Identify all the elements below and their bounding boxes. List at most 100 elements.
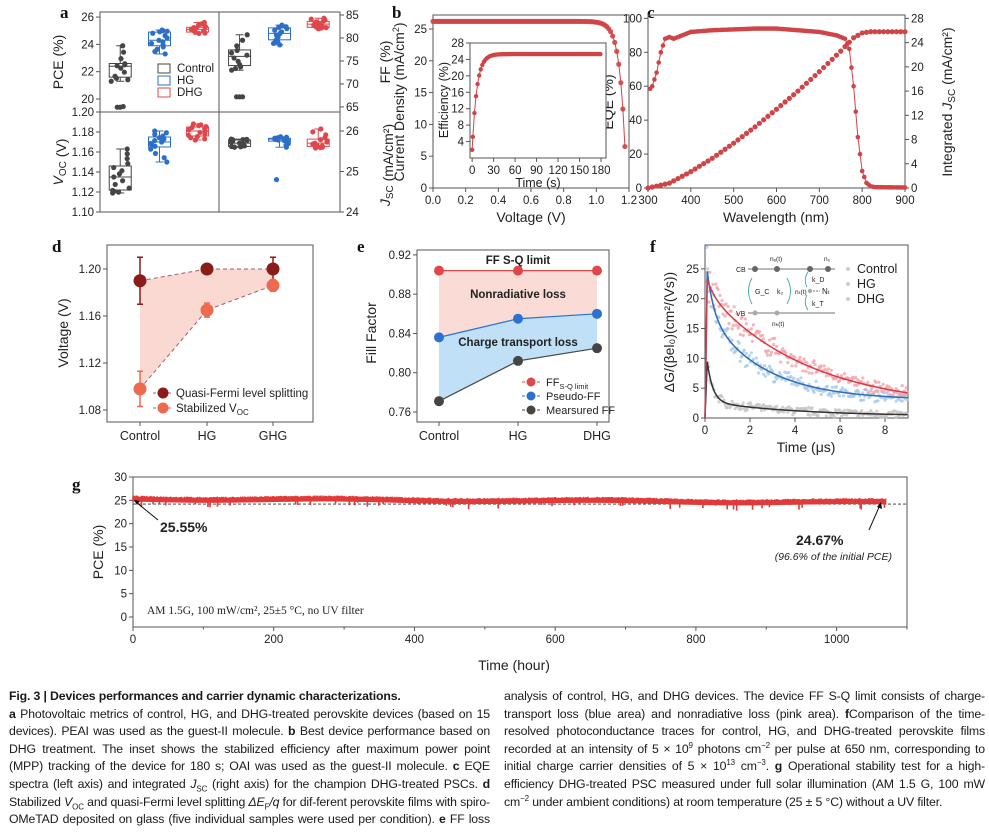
a-pce-hg-point — [156, 37, 162, 43]
f-hg-point — [861, 391, 865, 395]
f-dhg-point — [872, 390, 876, 394]
b-inset-ytick-label: 20 — [451, 71, 464, 83]
f-hg-point — [766, 372, 771, 376]
f-hg-point — [894, 399, 898, 403]
f-control-point — [810, 406, 814, 410]
d-voc-point — [133, 382, 147, 396]
c-jsc-point — [885, 29, 891, 35]
caption-text-b: Best device performance based on DHG tre… — [9, 724, 491, 774]
a-voc-ytick-label: 1.10 — [72, 207, 94, 219]
b-jv-point — [622, 143, 628, 150]
f-dhg-point — [802, 357, 806, 361]
f-dhg-point — [720, 298, 724, 303]
a-ff-hg-point — [278, 29, 285, 35]
a-jsc-control-point — [240, 141, 247, 147]
d-frame — [106, 244, 314, 423]
c-jsc-point — [662, 181, 668, 187]
a-ff-dhg-point — [313, 19, 319, 25]
f-xlabel: Time (μs) — [777, 439, 836, 455]
a-ff-control-point — [234, 43, 240, 49]
c-jsc-point — [743, 130, 750, 136]
f-hg-point — [829, 394, 833, 398]
a-voc-hg-point — [152, 137, 158, 144]
c-jsc-point — [863, 29, 870, 35]
f-hg-point — [754, 356, 759, 360]
caption-text-f1: Comparison of the time-resolved photocon… — [504, 706, 985, 756]
f-dhg-point — [738, 332, 742, 337]
a-voc-dhg-point — [194, 133, 200, 140]
a-ff-hg-point — [283, 24, 289, 30]
a-pce-control-point — [125, 77, 131, 83]
a-ff-hg-point — [272, 27, 278, 33]
f-dhg-point — [757, 330, 762, 334]
f-hg-point — [761, 372, 766, 376]
g-xtick-label: 400 — [405, 634, 424, 646]
f-control-point — [808, 413, 812, 417]
f-dhg-point — [742, 329, 746, 333]
g-annotation-start: 25.55% — [160, 519, 208, 535]
f-dhg-point — [730, 327, 734, 331]
d-voc-line — [139, 284, 274, 390]
c-jsc-point — [855, 32, 861, 38]
c-xlabel: Wavelength (nm) — [723, 209, 829, 225]
e-ytick-label: 0.88 — [389, 289, 411, 301]
f-dhg-point — [801, 369, 805, 373]
c-ytick-label: 0 — [636, 183, 642, 195]
f-control-point — [894, 415, 898, 420]
f-dhg-point — [726, 304, 730, 309]
caption-g-sup: −2 — [520, 793, 529, 803]
a-pce-ytick-label: 26 — [81, 12, 94, 24]
panel-label-c: c — [647, 3, 655, 22]
c-jsc-point — [748, 127, 754, 133]
f-dhg-point — [891, 393, 895, 397]
e-legend-label: FFS-Q limit — [546, 377, 589, 391]
f-hg-point — [857, 390, 861, 394]
f-dhg-point — [724, 302, 728, 306]
f-hg-point — [706, 267, 710, 271]
caption-text-f2: photons cm — [692, 741, 762, 756]
c-jsc-point — [799, 84, 805, 90]
a-voc-dhg-point — [203, 123, 209, 130]
a-jsc-control-point — [236, 140, 243, 146]
c-jsc-point — [889, 29, 895, 35]
b-ytick-label: 20 — [414, 56, 427, 68]
f-hg-point — [745, 363, 749, 368]
b-inset-ytick-label: 16 — [451, 87, 464, 99]
c-ytick-label: 80 — [629, 47, 642, 59]
c-right-ytick-label: 24 — [911, 38, 924, 50]
f-dhg-point — [727, 322, 731, 326]
f-dhg-point — [749, 327, 753, 331]
panel-b: 0.0 0.2 0.4 0.6 0.8 1.0 1.2 0 5 10 15 20 25 0 30 60 90 12… — [414, 14, 637, 207]
e-ytick-label: 0.92 — [389, 250, 411, 262]
b-jv-point — [614, 48, 620, 54]
c-jsc-point — [816, 69, 822, 75]
f-dhg-point — [869, 389, 873, 393]
b-xlabel: Voltage (V) — [496, 209, 565, 225]
a-ff-control-point — [228, 50, 235, 56]
f-hg-fit-line — [704, 271, 908, 419]
b-jv-point — [618, 80, 624, 86]
f-control-point — [844, 413, 849, 417]
c-jsc-point — [761, 117, 767, 123]
f-dhg-point — [804, 369, 808, 373]
a-pce-ytick-label: 20 — [81, 94, 94, 106]
c-eqe-point — [849, 65, 854, 70]
f-hg-point — [784, 379, 788, 383]
a-legend-swatch-dhg — [157, 87, 171, 98]
d-qfls-point — [200, 262, 214, 276]
b-inset-xlabel: Time (s) — [515, 176, 560, 190]
a-voc-ytick-label: 1.16 — [72, 147, 94, 159]
g-annotation-conditions: AM 1.5G, 100 mW/cm², 25±5 °C, no UV filt… — [147, 605, 364, 617]
b-inset-xtick-label: 150 — [570, 165, 589, 177]
f-dhg-point — [900, 383, 904, 388]
g-xtick-label: 1000 — [824, 634, 850, 646]
f-nh-label: nₕ(t) — [772, 321, 784, 328]
f-hg-point — [832, 391, 837, 395]
metric-subscript: OC — [58, 161, 69, 176]
f-ne-label: nₑ(t) — [770, 256, 782, 263]
a-voc-control-point — [111, 174, 117, 180]
f-ytick-label: 20 — [686, 294, 699, 306]
b-xtick-label: 0.2 — [458, 195, 474, 207]
f-hg-point — [812, 390, 816, 394]
b-inset-ytick-label: 28 — [451, 38, 464, 50]
